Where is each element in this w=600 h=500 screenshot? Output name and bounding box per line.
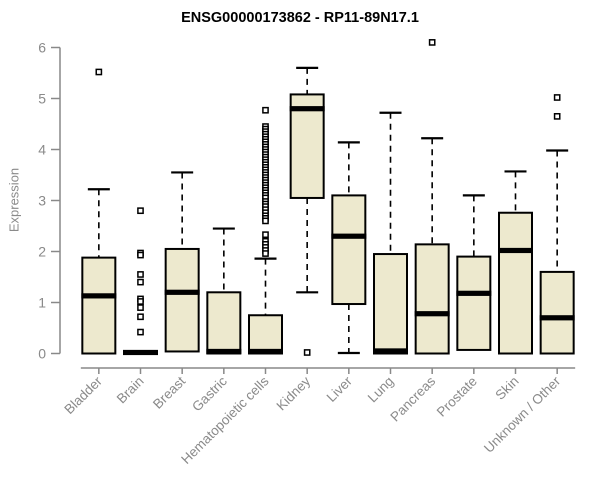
outlier-point (553, 113, 561, 120)
outlier-point (137, 313, 144, 321)
chart-title: ENSG00000173862 - RP11-89N17.1 (181, 10, 419, 26)
box-group-hematopoietic-cells (248, 106, 283, 355)
box-group-bladder (81, 68, 117, 355)
box-iqr (289, 93, 325, 199)
box-group-lung (373, 111, 408, 355)
outlier-point (137, 278, 144, 286)
box-iqr (81, 256, 117, 355)
box-group-skin (498, 170, 533, 355)
x-tick-label-kidney: Kidney (273, 373, 313, 413)
outlier-point (137, 207, 144, 215)
median-line (248, 348, 283, 355)
median-line (123, 349, 158, 356)
median-line (331, 233, 367, 239)
y-axis: 0 1 2 3 4 5 6 (38, 40, 61, 362)
box-group-pancreas (414, 39, 450, 355)
outlier-point (137, 271, 144, 278)
box-group-gastric (206, 227, 242, 355)
x-tick-label-lung: Lung (365, 374, 397, 406)
outlier-point (553, 94, 561, 101)
box-iqr (331, 194, 367, 306)
median-line (373, 348, 408, 354)
box-iqr (373, 253, 408, 355)
median-line (81, 293, 117, 299)
x-tick-label-pancreas: Pancreas (387, 373, 438, 424)
outlier-point (262, 231, 269, 239)
median-line (206, 348, 242, 355)
outlier-point (137, 304, 144, 311)
box-iqr (414, 243, 450, 355)
outlier-point (262, 217, 269, 225)
y-tick-label: 4 (38, 142, 46, 158)
x-tick-label-skin: Skin (492, 374, 521, 403)
x-tick-label-brain: Brain (114, 374, 147, 407)
box-group-breast (164, 171, 200, 353)
median-line (414, 311, 450, 317)
median-line (498, 247, 533, 254)
median-line (539, 315, 575, 321)
outlier-point (303, 349, 311, 356)
box-iqr (206, 291, 242, 355)
box-iqr (498, 211, 533, 355)
x-tick-label-prostate: Prostate (434, 374, 480, 420)
box-iqr (164, 247, 200, 353)
y-tick-label: 6 (38, 40, 46, 56)
y-tick-label: 5 (38, 91, 46, 107)
x-tick-label-bladder: Bladder (61, 373, 105, 417)
outlier-point (262, 250, 269, 257)
outlier-point (262, 106, 269, 114)
outlier-point (137, 251, 144, 259)
box-group-prostate (456, 194, 492, 351)
x-tick-label-breast: Breast (150, 373, 188, 411)
box-group-unknown-other (539, 94, 575, 355)
median-line (456, 290, 492, 296)
box-iqr (456, 255, 492, 351)
outlier-point (95, 68, 103, 76)
outlier-point (137, 298, 144, 305)
y-tick-label: 2 (38, 244, 46, 260)
y-tick-label: 1 (38, 295, 46, 311)
median-line (289, 106, 325, 112)
x-tick-label-liver: Liver (324, 373, 356, 405)
box-iqr (248, 314, 283, 355)
x-tick-label-unknown-other: Unknown / Other (481, 373, 564, 456)
x-tick-label-gastric: Gastric (189, 373, 230, 414)
box-group-liver (331, 141, 367, 355)
y-tick-label: 3 (38, 193, 46, 209)
y-tick-label: 0 (38, 346, 46, 362)
box-group-kidney (289, 66, 325, 356)
outlier-point (428, 39, 436, 46)
median-line (164, 289, 200, 295)
outlier-point (137, 328, 144, 336)
box-group-brain (123, 207, 158, 356)
box-iqr (539, 270, 575, 355)
